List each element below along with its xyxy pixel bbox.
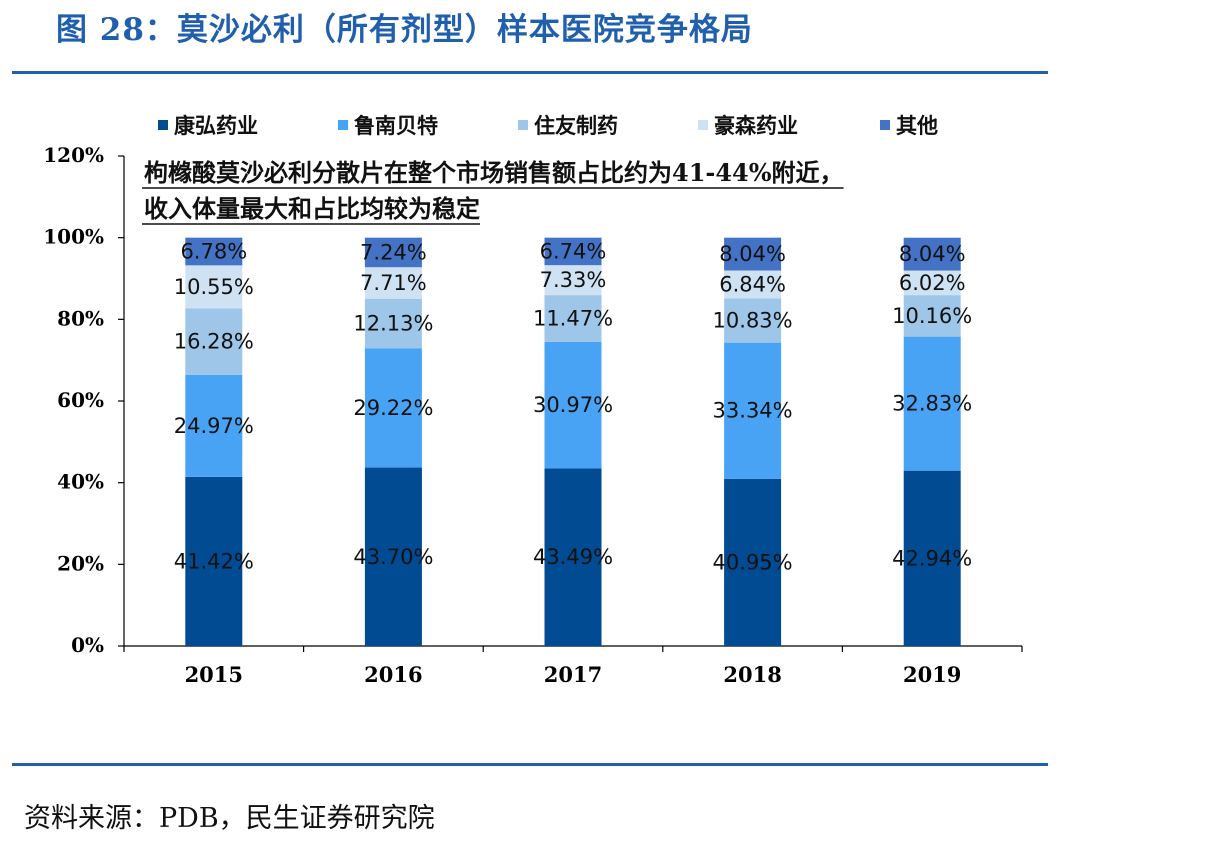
data-label: 6.74% xyxy=(540,239,607,263)
bar-segment xyxy=(544,237,602,266)
data-label: 41.42% xyxy=(174,549,254,573)
bar-segment xyxy=(544,295,602,342)
legend-item: 鲁南贝特 xyxy=(338,112,438,138)
data-label: 12.13% xyxy=(353,311,433,335)
legend-item: 豪森药业 xyxy=(698,112,798,138)
bar-segment xyxy=(185,237,243,266)
bar-segment xyxy=(903,470,961,646)
bar-segment xyxy=(364,237,422,268)
legend-item: 其他 xyxy=(880,112,938,138)
bar-segment xyxy=(364,298,422,349)
data-label: 7.71% xyxy=(360,271,427,295)
bar-segment xyxy=(903,336,961,471)
bottom-rule xyxy=(12,763,1048,766)
bar-segment xyxy=(544,468,602,646)
data-label: 30.97% xyxy=(533,393,613,417)
bar-segment xyxy=(903,237,961,271)
data-label: 33.34% xyxy=(713,399,793,423)
bar-segment xyxy=(724,342,782,479)
figure-title: 图 28：莫沙必利（所有剂型）样本医院竞争格局 xyxy=(56,12,753,48)
legend-item: 住友制药 xyxy=(518,112,618,138)
data-label: 43.49% xyxy=(533,545,613,569)
annotation-line: 枸橼酸莫沙必利分散片在整个市场销售额占比约为41-44%附近， xyxy=(144,158,844,187)
data-label: 24.97% xyxy=(174,414,254,438)
bar-segment xyxy=(724,270,782,299)
data-label: 10.16% xyxy=(892,304,972,328)
data-label: 7.24% xyxy=(360,240,427,264)
bar-segment xyxy=(364,267,422,299)
annotation-line: 收入体量最大和占比均较为稳定 xyxy=(144,194,480,223)
data-label: 40.95% xyxy=(713,550,793,574)
legend-label: 住友制药 xyxy=(534,113,618,138)
data-label: 6.78% xyxy=(180,240,247,264)
data-label: 8.04% xyxy=(719,242,786,266)
bar-segment xyxy=(724,237,782,271)
x-tick-label: 2016 xyxy=(364,662,422,687)
data-label: 10.83% xyxy=(713,309,793,333)
data-label: 29.22% xyxy=(353,396,433,420)
y-tick-label: 60% xyxy=(57,388,104,412)
legend-swatch xyxy=(338,120,348,130)
bar-segment xyxy=(724,478,782,646)
data-label: 6.02% xyxy=(899,271,966,295)
bar-segment xyxy=(364,467,422,646)
y-tick-label: 40% xyxy=(57,470,104,494)
bar-segment xyxy=(544,265,602,296)
data-label: 7.33% xyxy=(540,268,607,292)
x-tick-label: 2018 xyxy=(723,662,781,687)
bar-segment xyxy=(185,374,243,477)
legend-swatch xyxy=(880,120,890,130)
y-tick-label: 100% xyxy=(43,225,104,249)
legend-swatch xyxy=(158,120,168,130)
bar-segment xyxy=(185,265,243,309)
top-rule xyxy=(12,71,1048,74)
legend-swatch xyxy=(698,120,708,130)
bar-segment xyxy=(185,476,243,646)
bar-segment xyxy=(903,270,961,296)
y-tick-label: 0% xyxy=(71,633,104,657)
y-tick-label: 80% xyxy=(57,306,104,330)
data-label: 11.47% xyxy=(533,307,613,331)
data-label: 42.94% xyxy=(892,546,972,570)
data-label: 16.28% xyxy=(174,330,254,354)
x-tick-label: 2015 xyxy=(185,662,243,687)
legend-label: 豪森药业 xyxy=(714,113,798,138)
legend-label: 其他 xyxy=(896,113,938,138)
bar-segment xyxy=(185,308,243,375)
bar-segment xyxy=(364,348,422,468)
x-tick-label: 2017 xyxy=(544,662,602,687)
bar-segment xyxy=(544,341,602,469)
x-tick-label: 2019 xyxy=(903,662,961,687)
y-tick-label: 120% xyxy=(43,143,104,167)
legend-item: 康弘药业 xyxy=(158,112,258,138)
legend-label: 康弘药业 xyxy=(174,113,258,138)
source-note: 资料来源：PDB，民生证券研究院 xyxy=(24,803,435,834)
data-label: 32.83% xyxy=(892,392,972,416)
legend-label: 鲁南贝特 xyxy=(354,113,438,138)
bar-segment xyxy=(903,295,961,337)
y-tick-label: 20% xyxy=(57,551,104,575)
data-label: 43.70% xyxy=(353,545,433,569)
data-label: 8.04% xyxy=(899,242,966,266)
bar-segment xyxy=(724,298,782,343)
legend-swatch xyxy=(518,120,528,130)
data-label: 6.84% xyxy=(719,272,786,296)
data-label: 10.55% xyxy=(174,275,254,299)
